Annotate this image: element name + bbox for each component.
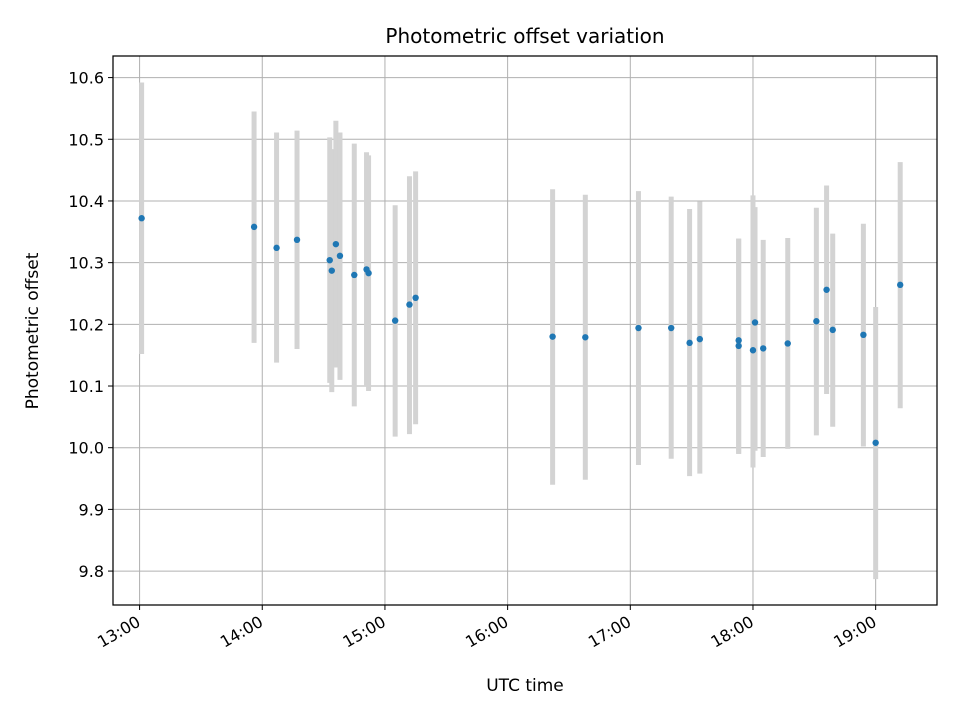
data-point: [735, 337, 742, 344]
data-point: [686, 339, 693, 347]
data-point: [336, 252, 344, 260]
chart-title: Photometric offset variation: [385, 24, 664, 48]
data-point: [749, 347, 757, 354]
y-tick-label: 10.5: [68, 130, 104, 149]
y-axis-label: Photometric offset: [23, 252, 43, 409]
plot-frame: [112, 55, 938, 606]
data-point: [823, 286, 830, 293]
data-point: [829, 326, 836, 334]
data-point: [293, 236, 301, 244]
data-point: [667, 324, 675, 332]
data-point: [332, 240, 340, 248]
data-point: [406, 301, 413, 308]
grid: [113, 56, 937, 605]
x-axis-label: UTC time: [486, 676, 564, 696]
y-tick-label: 10.1: [68, 377, 104, 396]
data-point: [635, 324, 642, 332]
data-point: [273, 244, 280, 252]
data-point: [391, 317, 399, 324]
data-point: [813, 318, 820, 325]
data-point: [250, 223, 258, 231]
data-point: [328, 267, 335, 274]
data-point: [549, 333, 556, 340]
data-point: [696, 335, 704, 343]
data-points: [138, 215, 904, 446]
y-tick-label: 10.6: [68, 69, 104, 88]
y-tick-label: 10.4: [68, 192, 104, 211]
data-point: [896, 281, 904, 289]
data-point: [351, 271, 358, 279]
data-point: [860, 331, 867, 339]
y-tick-label: 9.8: [79, 562, 104, 581]
y-tick-label: 10.2: [68, 315, 104, 334]
data-point: [365, 269, 372, 277]
data-point: [784, 340, 791, 347]
data-point: [138, 215, 145, 222]
data-point: [412, 294, 419, 302]
data-point: [582, 334, 589, 341]
data-point: [751, 319, 759, 326]
data-point: [872, 439, 879, 446]
data-point: [735, 342, 742, 350]
y-axis: 9.8 9.9 10.0 10.1 10.2 10.3 10.4 10.5 10.6: [68, 69, 113, 581]
data-point: [760, 345, 767, 352]
y-tick-label: 10.0: [68, 439, 104, 458]
y-tick-label: 10.3: [68, 254, 104, 273]
data-point: [326, 256, 333, 264]
y-tick-label: 9.9: [79, 500, 104, 519]
